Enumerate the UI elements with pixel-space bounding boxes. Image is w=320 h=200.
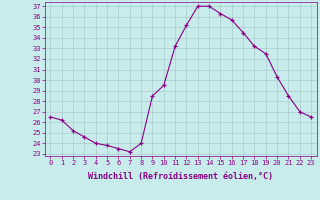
- X-axis label: Windchill (Refroidissement éolien,°C): Windchill (Refroidissement éolien,°C): [88, 172, 273, 181]
